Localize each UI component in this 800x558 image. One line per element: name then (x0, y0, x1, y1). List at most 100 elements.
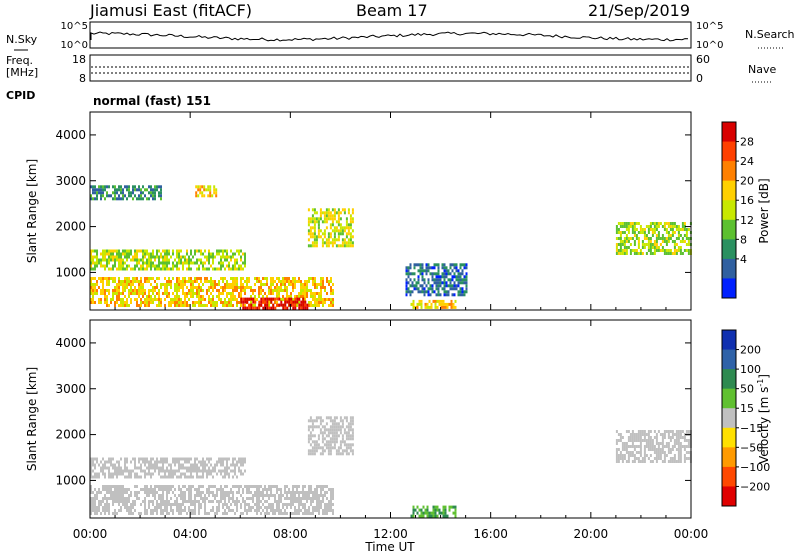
echo-region (90, 457, 246, 479)
echo-region (307, 416, 354, 456)
freq-frame (89, 54, 692, 82)
colorbar-segment (722, 388, 736, 409)
y-tick-label: 2000 (55, 220, 86, 234)
colorbar-segment (722, 427, 736, 448)
nave-label: Nave (748, 63, 776, 76)
velocity-x-axis: 00:00 04:00 08:00 12:00 16:00 20:00 00:00 (73, 320, 709, 541)
colorbar-segment (722, 369, 736, 390)
colorbar-tick-label: 28 (740, 136, 754, 149)
x-tick-label: 00:00 (674, 527, 709, 541)
velocity-echo-layer (90, 416, 692, 518)
power-panel: 1000 2000 3000 4000 Slant Range [km] (25, 111, 692, 311)
colorbar-segment (722, 219, 736, 240)
echo-region (90, 249, 246, 271)
echo-region (410, 299, 457, 309)
colorbar-segment (722, 161, 736, 182)
echo-region (615, 222, 692, 255)
colorbar-tick-label: 50 (740, 383, 754, 396)
echo-region (405, 263, 468, 297)
velocity-label-sup: -1 (756, 379, 765, 387)
colorbar-segment (722, 200, 736, 221)
nave-tick-bottom: 0 (696, 72, 703, 85)
velocity-label-main: Velocity [m s (757, 387, 771, 464)
nsearch-tick-top: 10^5 (696, 21, 723, 32)
echo-region (195, 185, 218, 198)
nsky-panel: N.Sky 10^5 10^0 10^5 10^0 N.Search (6, 21, 795, 51)
y-tick-label: 3000 (55, 382, 86, 396)
colorbar-tick-label: 15 (740, 402, 754, 415)
cpid-label: CPID (6, 89, 35, 102)
colorbar-segment (722, 258, 736, 279)
colorbar-frame (721, 329, 737, 507)
y-tick-label: 2000 (55, 428, 86, 442)
nsky-tick-bottom: 10^0 (61, 40, 88, 51)
freq-tick-top: 18 (72, 53, 86, 66)
colorbar-segment (722, 239, 736, 260)
y-tick-label: 4000 (55, 128, 86, 142)
echo-region (90, 485, 334, 515)
colorbar-tick-label: 24 (740, 155, 754, 168)
y-tick-label: 1000 (55, 265, 86, 279)
freq-panel: Freq. [MHz] 18 8 60 0 Nave (6, 53, 776, 85)
colorbar-tick-label: −200 (740, 480, 770, 493)
x-axis-label: Time UT (364, 540, 415, 554)
colorbar-segment (722, 408, 736, 429)
colorbar-tick-label: 12 (740, 214, 754, 227)
y-tick-label: 3000 (55, 174, 86, 188)
x-tick-label: 00:00 (73, 527, 108, 541)
colorbar-tick-label: −100 (740, 461, 770, 474)
colorbar-tick-label: −50 (740, 441, 763, 454)
colorbar-segment (722, 486, 736, 507)
date-title: 21/Sep/2019 (588, 1, 690, 20)
colorbar-segment (722, 330, 736, 351)
freq-tick-bottom: 8 (79, 72, 86, 85)
nave-tick-top: 60 (696, 53, 710, 66)
nsky-label: N.Sky (6, 33, 38, 46)
colorbar-segment (722, 349, 736, 370)
colorbar-tick-label: −15 (740, 422, 763, 435)
echo-region (307, 208, 354, 248)
velocity-colorbar-label: Velocity [m s-1] (756, 374, 771, 464)
y-tick-label: 1000 (55, 473, 86, 487)
power-colorbar: 28 24 20 16 12 8 4 (721, 121, 754, 299)
colorbar-segment (722, 141, 736, 162)
echo-region (240, 297, 309, 310)
velocity-ylabel: Slant Range [km] (25, 367, 39, 471)
echo-region (615, 430, 692, 463)
colorbar-segment (722, 122, 736, 143)
power-echo-layer (90, 185, 692, 310)
power-x-ticks (89, 112, 692, 310)
x-tick-label: 04:00 (173, 527, 208, 541)
freq-unit: [MHz] (6, 66, 38, 79)
colorbar-segment (722, 447, 736, 468)
x-tick-label: 20:00 (574, 527, 609, 541)
colorbar-tick-label: 8 (740, 233, 747, 246)
velocity-y-axis: 1000 2000 3000 4000 (55, 336, 691, 487)
colorbar-segment (722, 466, 736, 487)
colorbar-tick-label: 200 (740, 344, 761, 357)
beam-title: Beam 17 (356, 1, 428, 20)
freq-label: Freq. (6, 54, 33, 67)
velocity-colorbar: 200 100 50 15 −15 −50 −100 −200 (721, 329, 770, 507)
power-ylabel: Slant Range [km] (25, 159, 39, 263)
station-title: Jiamusi East (fitACF) (89, 1, 252, 20)
colorbar-segment (722, 278, 736, 299)
nsearch-tick-bottom: 10^0 (696, 40, 723, 51)
colorbar-segment (722, 180, 736, 201)
power-colorbar-label: Power [dB] (757, 178, 771, 243)
x-tick-label: 12:00 (373, 527, 408, 541)
velocity-label-end: ] (757, 374, 771, 379)
echo-region (90, 185, 162, 201)
colorbar-tick-label: 4 (740, 253, 747, 266)
echo-region (410, 505, 457, 518)
y-tick-label: 4000 (55, 336, 86, 350)
colorbar-frame (721, 121, 737, 299)
nsky-frame (89, 21, 692, 49)
colorbar-tick-label: 100 (740, 363, 761, 376)
x-tick-label: 16:00 (473, 527, 508, 541)
colorbar-tick-label: 16 (740, 194, 754, 207)
nsky-trace (90, 31, 689, 42)
cpid-mode: normal (fast) 151 (93, 94, 211, 108)
nsearch-label: N.Search (745, 28, 795, 41)
